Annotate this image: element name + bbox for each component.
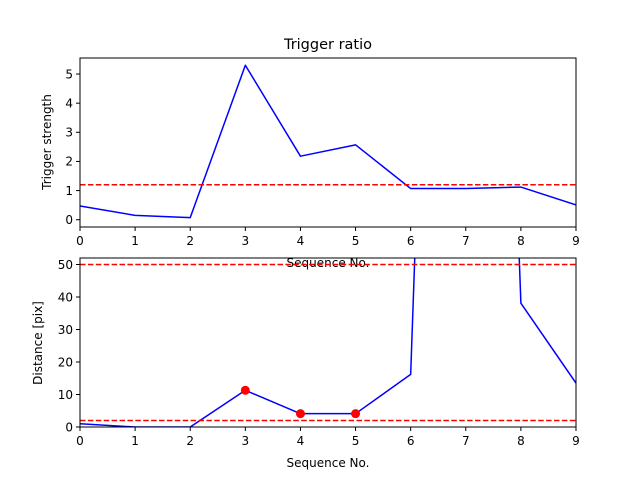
- y-tick-label: 0: [65, 420, 73, 434]
- y-tick-label: 30: [58, 323, 73, 337]
- marker-point: [351, 409, 361, 419]
- x-tick-label: 5: [352, 434, 360, 448]
- x-tick-label: 7: [462, 234, 470, 248]
- series-line-0: [80, 258, 576, 427]
- y-tick-label: 50: [58, 258, 73, 272]
- y-tick-label: 5: [65, 67, 73, 81]
- y-tick-label: 1: [65, 184, 73, 198]
- x-tick-label: 1: [131, 434, 139, 448]
- marker-point: [295, 409, 305, 419]
- y-tick-label: 0: [65, 213, 73, 227]
- series-line-0: [80, 64, 576, 219]
- plot-area: [80, 64, 576, 219]
- x-tick-label: 3: [242, 234, 250, 248]
- chart-title: Trigger ratio: [283, 37, 372, 53]
- x-tick-label: 6: [407, 234, 415, 248]
- chart-trigger-ratio: Trigger ratio Sequence No. Trigger stren…: [40, 37, 580, 270]
- x-tick-label: 9: [572, 434, 580, 448]
- x-tick-label: 5: [352, 234, 360, 248]
- y-tick-label: 20: [58, 355, 73, 369]
- x-tick-label: 2: [186, 234, 194, 248]
- y-axis-label: Trigger strength: [40, 94, 54, 191]
- y-tick-label: 10: [58, 388, 73, 402]
- x-tick-label: 1: [131, 234, 139, 248]
- x-tick-label: 0: [76, 234, 84, 248]
- x-tick-label: 0: [76, 434, 84, 448]
- x-axis-label: Sequence No.: [287, 256, 370, 270]
- axes-frame: [79, 57, 577, 228]
- x-axis-label: Sequence No.: [287, 456, 370, 470]
- y-axis-label: Distance [pix]: [31, 301, 45, 385]
- x-tick-label: 3: [242, 434, 250, 448]
- x-tick-label: 4: [297, 234, 305, 248]
- y-tick-label: 40: [58, 290, 73, 304]
- plot-area: [80, 258, 576, 427]
- x-tick-label: 9: [572, 234, 580, 248]
- x-tick-label: 2: [186, 434, 194, 448]
- y-tick-label: 4: [65, 96, 73, 110]
- y-tick-label: 3: [65, 126, 73, 140]
- chart-distance: Sequence No. Distance [pix] 0 1 2 3 4 5 6 7 8 9 0 1…: [31, 257, 580, 470]
- x-tick-label: 7: [462, 434, 470, 448]
- x-tick-label: 8: [517, 434, 525, 448]
- marker-point: [240, 385, 250, 395]
- y-tick-label: 2: [65, 155, 73, 169]
- x-tick-label: 8: [517, 234, 525, 248]
- x-tick-label: 6: [407, 434, 415, 448]
- axes-frame: [79, 257, 577, 428]
- x-tick-label: 4: [297, 434, 305, 448]
